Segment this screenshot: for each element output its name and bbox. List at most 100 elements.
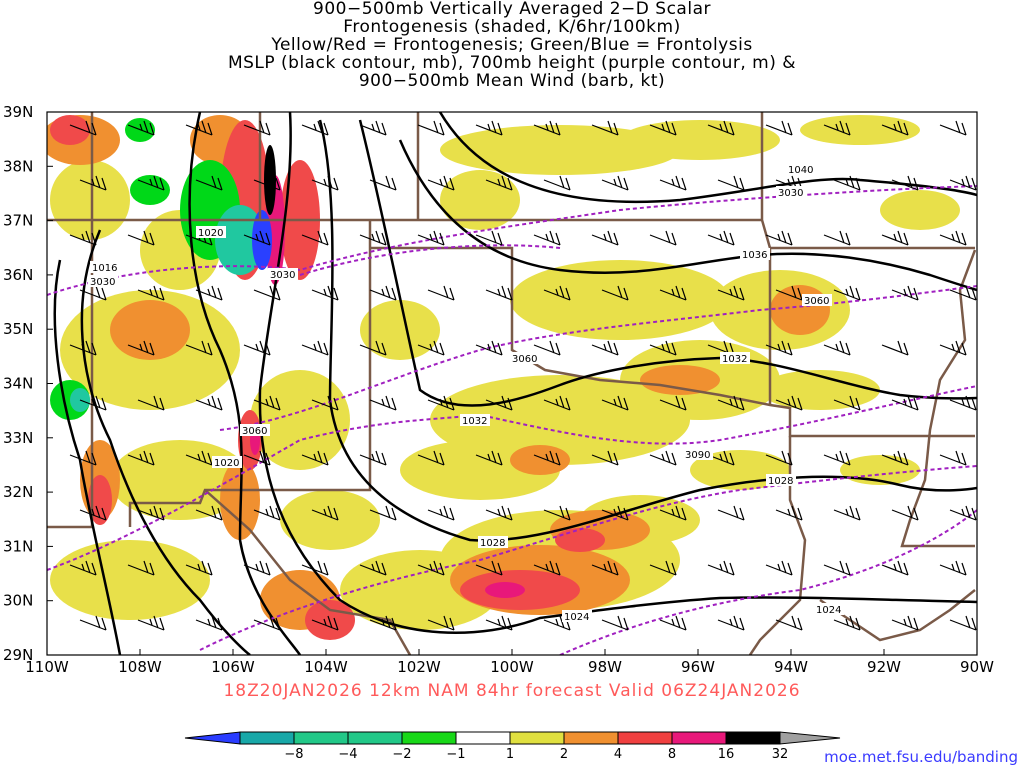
lon-label: 94W xyxy=(774,658,808,676)
wind-barb xyxy=(301,230,329,246)
lon-label: 100W xyxy=(490,658,534,676)
wind-barb xyxy=(475,450,503,466)
wind-barb xyxy=(253,615,281,631)
wind-barb xyxy=(417,450,445,466)
wind-barb xyxy=(195,285,223,301)
wind-barb xyxy=(707,120,735,136)
wind-barb xyxy=(195,615,223,631)
wind-barb xyxy=(359,560,387,576)
source-credit[interactable]: moe.met.fsu.edu/banding xyxy=(824,748,1018,766)
title-line-5: 900−500mb Mean Wind (barb, kt) xyxy=(358,71,666,91)
wind-barb xyxy=(485,505,513,521)
wind-barb xyxy=(253,505,281,521)
wind-barb xyxy=(649,450,677,466)
wind-barb xyxy=(137,285,165,301)
wind-barb xyxy=(359,230,387,246)
wind-barb xyxy=(533,340,561,356)
wind-barb xyxy=(69,560,97,576)
wind-barb xyxy=(79,505,107,521)
height-label-3090: 3090 xyxy=(685,450,710,461)
wind-barb xyxy=(659,175,687,191)
wind-barb xyxy=(707,450,735,466)
wind-barb xyxy=(649,340,677,356)
wind-barb xyxy=(949,175,977,191)
wind-barb xyxy=(939,560,967,576)
mslp-label-1036: 1036 xyxy=(742,250,767,261)
lat-label: 39N xyxy=(3,103,33,121)
title-line-1: 900−500mb Vertically Averaged 2−D Scalar xyxy=(313,0,711,19)
wind-barb xyxy=(475,230,503,246)
wind-barb xyxy=(79,285,107,301)
mslp-label-1024-central: 1024 xyxy=(564,612,589,623)
wind-barb xyxy=(301,120,329,136)
title-line-2: Frontogenesis (shaded, K/6hr/100km) xyxy=(343,17,681,37)
wind-barb xyxy=(601,505,629,521)
wind-barb xyxy=(195,505,223,521)
wind-barb xyxy=(649,230,677,246)
wind-barb xyxy=(601,285,629,301)
wind-barb xyxy=(301,560,329,576)
longitude-axis: 110W 108W 106W 104W 102W 100W 98W 96W 94W 92W 90W xyxy=(25,649,994,676)
wind-barb xyxy=(765,120,793,136)
lat-label: 37N xyxy=(3,212,33,230)
wind-barb xyxy=(949,285,977,301)
lat-label: 36N xyxy=(3,266,33,284)
wind-barb xyxy=(659,505,687,521)
wind-barb xyxy=(311,615,339,631)
wind-barb xyxy=(533,450,561,466)
wind-barb xyxy=(949,615,977,631)
wind-barb xyxy=(833,505,861,521)
wind-barb xyxy=(359,450,387,466)
wind-barb xyxy=(369,615,397,631)
lat-label: 32N xyxy=(3,483,33,501)
mslp-label-1040: 1040 xyxy=(788,165,813,176)
wind-barb xyxy=(243,230,271,246)
wind-barb xyxy=(591,340,619,356)
wind-barb xyxy=(427,615,455,631)
wind-barb xyxy=(69,340,97,356)
wind-barb xyxy=(369,505,397,521)
wind-barb xyxy=(243,450,271,466)
height-label-3030-west: 3030 xyxy=(270,270,295,281)
lat-label: 35N xyxy=(3,320,33,338)
wind-barb xyxy=(311,505,339,521)
wind-barb xyxy=(427,285,455,301)
lat-label: 38N xyxy=(3,157,33,175)
wind-barb xyxy=(775,395,803,411)
mslp-label-1028-east: 1028 xyxy=(768,476,793,487)
wind-barb xyxy=(69,120,97,136)
wind-barb xyxy=(485,175,513,191)
wind-barb xyxy=(311,175,339,191)
wind-barb xyxy=(833,175,861,191)
wind-barb xyxy=(659,285,687,301)
wind-barb xyxy=(253,285,281,301)
chart-title: 900−500mb Vertically Averaged 2−D Scalar… xyxy=(0,0,1024,90)
height-label-3060-east: 3060 xyxy=(804,296,829,307)
wind-barb xyxy=(485,395,513,411)
wind-barb xyxy=(891,505,919,521)
mslp-contours xyxy=(53,112,977,655)
wind-barb xyxy=(775,615,803,631)
lat-label: 31N xyxy=(3,537,33,555)
wind-barb xyxy=(939,120,967,136)
wind-barb xyxy=(823,120,851,136)
wind-barb xyxy=(485,285,513,301)
wind-barb xyxy=(427,175,455,191)
wind-barb xyxy=(891,285,919,301)
wind-barb xyxy=(369,285,397,301)
wind-barb xyxy=(601,615,629,631)
wind-barb xyxy=(601,395,629,411)
lon-label: 90W xyxy=(960,658,994,676)
height-label-3060-west: 3060 xyxy=(242,426,267,437)
lon-label: 102W xyxy=(397,658,441,676)
wind-barb xyxy=(881,560,909,576)
wind-barb xyxy=(127,230,155,246)
wind-barb xyxy=(823,340,851,356)
lat-label: 34N xyxy=(3,375,33,393)
wind-barb xyxy=(765,230,793,246)
wind-barb xyxy=(823,230,851,246)
wind-barb xyxy=(485,615,513,631)
wind-barb xyxy=(475,340,503,356)
wind-barb xyxy=(823,560,851,576)
wind-barb xyxy=(243,120,271,136)
